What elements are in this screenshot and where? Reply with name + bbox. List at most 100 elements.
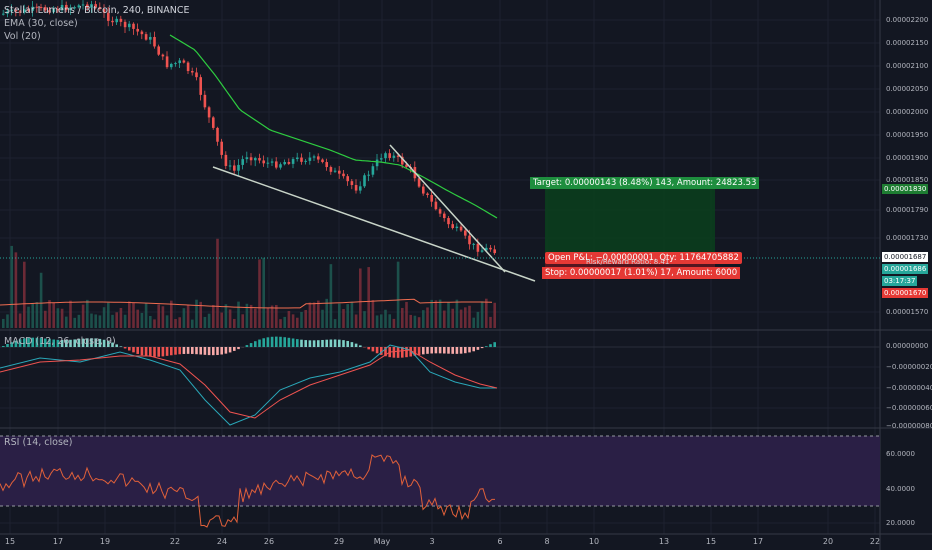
rsi-line bbox=[0, 454, 495, 528]
price-pane[interactable] bbox=[0, 0, 880, 330]
candle-body bbox=[10, 9, 13, 12]
candle-body bbox=[39, 6, 43, 8]
candle-body bbox=[199, 77, 202, 95]
candle-body bbox=[325, 162, 328, 168]
volume-bar bbox=[144, 303, 148, 328]
volume-bar bbox=[27, 306, 30, 328]
macd-bar bbox=[443, 347, 446, 354]
candle-body bbox=[153, 36, 156, 47]
candle-body bbox=[237, 164, 240, 171]
volume-bar bbox=[287, 311, 291, 328]
volume-bar bbox=[434, 300, 438, 328]
macd-legend[interactable]: MACD (12, 26, close, 9) bbox=[4, 336, 116, 347]
volume-bar bbox=[102, 307, 106, 328]
macd-bar bbox=[94, 338, 97, 347]
macd-bar bbox=[195, 347, 198, 355]
stop-label[interactable]: Stop: 0.00000017 (1.01%) 17, Amount: 600… bbox=[542, 267, 741, 279]
candle-body bbox=[228, 165, 232, 167]
candle-body bbox=[438, 209, 442, 214]
candle-body bbox=[90, 4, 93, 8]
candle-body bbox=[455, 226, 459, 229]
candle-body bbox=[195, 72, 198, 78]
macd-bar bbox=[174, 347, 177, 355]
time-tick: 20 bbox=[822, 537, 834, 546]
macd-bar bbox=[333, 339, 337, 347]
volume-bar bbox=[350, 301, 354, 328]
volume-legend[interactable]: Vol (20) bbox=[4, 31, 41, 42]
time-tick: 6 bbox=[497, 537, 503, 546]
macd-bar bbox=[291, 338, 295, 347]
volume-bar bbox=[86, 299, 89, 328]
volume-bar bbox=[241, 314, 244, 328]
volume-bar bbox=[270, 305, 274, 328]
volume-bar bbox=[304, 309, 307, 328]
volume-bar bbox=[153, 319, 156, 328]
volume-ma-line bbox=[0, 298, 493, 309]
candle-body bbox=[430, 194, 433, 202]
macd-pane[interactable] bbox=[0, 331, 880, 427]
volume-bar bbox=[170, 300, 173, 328]
macd-bar bbox=[107, 341, 110, 347]
candle-body bbox=[434, 201, 438, 210]
candle-body bbox=[476, 243, 480, 252]
time-tick: 26 bbox=[263, 537, 275, 546]
candle-body bbox=[459, 226, 463, 231]
candle-body bbox=[81, 4, 85, 6]
candle-body bbox=[380, 158, 383, 160]
candle-body bbox=[149, 36, 152, 40]
open-pnl-label[interactable]: Open P&L: −0.00000001, Qty: 11764705882 bbox=[545, 252, 742, 264]
candle-body bbox=[417, 178, 421, 187]
macd-bar bbox=[468, 347, 471, 353]
macd-bar bbox=[392, 347, 396, 358]
candle-body bbox=[359, 186, 362, 191]
candle-body bbox=[321, 159, 324, 163]
rsi-legend[interactable]: RSI (14, close) bbox=[4, 437, 73, 448]
macd-bar bbox=[111, 342, 114, 347]
price-tick: 0.00002150 bbox=[886, 39, 929, 47]
volume-bar bbox=[325, 298, 328, 328]
trendline-resistance[interactable] bbox=[389, 144, 506, 273]
macd-bar bbox=[52, 339, 55, 347]
candle-body bbox=[107, 12, 110, 21]
price-tick: 0.00002100 bbox=[886, 62, 929, 70]
macd-bar bbox=[178, 347, 181, 355]
candlesticks[interactable] bbox=[2, 0, 496, 257]
macd-bar bbox=[86, 338, 89, 347]
macd-bar bbox=[254, 341, 257, 347]
macd-bar bbox=[165, 347, 169, 356]
candle-body bbox=[144, 34, 148, 40]
candle-body bbox=[157, 46, 160, 55]
symbol-legend[interactable]: Stellar Lumens / Bitcoin, 240, BINANCE bbox=[4, 5, 190, 16]
macd-bar bbox=[216, 347, 219, 355]
target-zone[interactable] bbox=[545, 188, 715, 256]
volume-bar bbox=[23, 261, 26, 328]
rsi-tick: 40.0000 bbox=[886, 485, 915, 493]
macd-bar bbox=[81, 338, 85, 347]
volume-bar bbox=[140, 312, 144, 328]
macd-bar bbox=[409, 347, 412, 357]
volume-bar bbox=[2, 318, 5, 328]
macd-bar bbox=[270, 336, 274, 347]
volume-bar bbox=[300, 311, 303, 328]
macd-bar bbox=[434, 347, 438, 354]
candle-body bbox=[388, 153, 391, 158]
candle-body bbox=[174, 63, 177, 65]
volume-bar bbox=[182, 308, 186, 328]
target-label[interactable]: Target: 0.00000143 (8.48%) 143, Amount: … bbox=[530, 177, 760, 189]
candle-body bbox=[300, 157, 303, 162]
volume-bar bbox=[409, 314, 412, 328]
macd-tick: −0.00000060 bbox=[886, 404, 932, 412]
ema-legend[interactable]: EMA (30, close) bbox=[4, 18, 78, 29]
candle-body bbox=[60, 4, 64, 11]
macd-bar bbox=[27, 337, 30, 347]
trendline-support[interactable] bbox=[212, 166, 536, 282]
volume-bar bbox=[174, 319, 177, 328]
candle-body bbox=[270, 161, 274, 163]
macd-bar bbox=[426, 347, 429, 354]
macd-bar bbox=[422, 347, 425, 355]
macd-bar bbox=[10, 342, 13, 347]
candle-body bbox=[212, 117, 215, 128]
volume-bar bbox=[98, 315, 102, 328]
time-tick: 17 bbox=[52, 537, 64, 546]
